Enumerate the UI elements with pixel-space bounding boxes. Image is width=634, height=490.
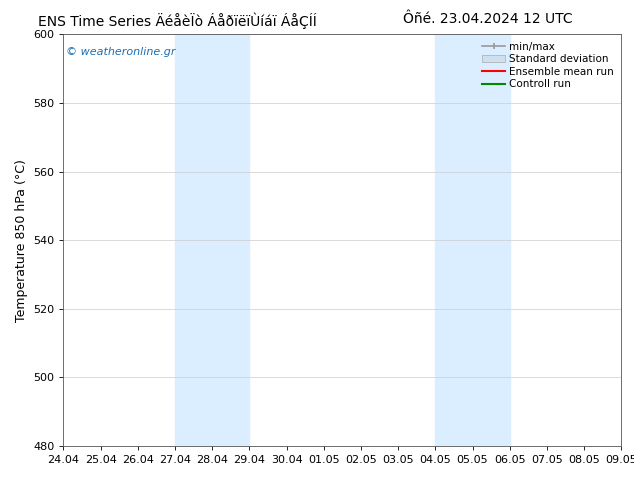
Legend: min/max, Standard deviation, Ensemble mean run, Controll run: min/max, Standard deviation, Ensemble me… (480, 40, 616, 92)
Bar (436, 34, 510, 446)
Bar (175, 34, 249, 446)
Text: © weatheronline.gr: © weatheronline.gr (66, 47, 176, 57)
Text: Ôñé. 23.04.2024 12 UTC: Ôñé. 23.04.2024 12 UTC (403, 12, 573, 26)
Y-axis label: Temperature 850 hPa (°C): Temperature 850 hPa (°C) (15, 159, 27, 321)
Text: ENS Time Series ÄéåèÏò ÁåðïëïÙíáï ÁåÇÍÍ: ENS Time Series ÄéåèÏò ÁåðïëïÙíáï ÁåÇÍÍ (38, 12, 317, 29)
